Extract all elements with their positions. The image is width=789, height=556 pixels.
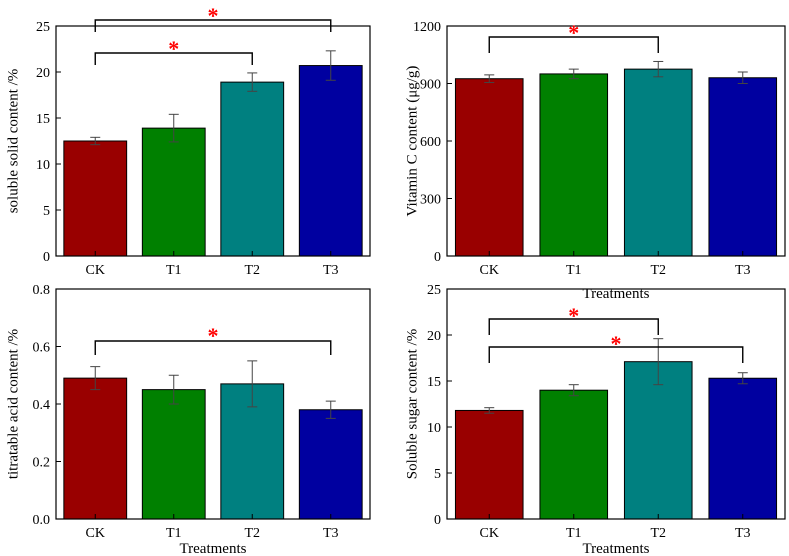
error-bar-t2	[247, 72, 258, 92]
x-axis-title: Treatments	[583, 541, 650, 556]
error-bar-ck	[90, 136, 101, 146]
y-tick-label: 0	[434, 513, 441, 528]
y-tick-label: 900	[420, 78, 441, 93]
x-tick-label: T1	[166, 526, 182, 541]
significance-star: *	[208, 3, 219, 28]
x-tick-label: T2	[650, 526, 666, 541]
y-tick-label: 15	[427, 375, 441, 390]
bar-t3	[298, 65, 363, 257]
error-bar-t2	[247, 360, 258, 408]
error-bar-t1	[168, 374, 179, 405]
x-tick-label: CK	[480, 526, 499, 541]
x-tick-label: T3	[323, 526, 339, 541]
bar-t3	[708, 377, 778, 520]
y-tick-label: 25	[427, 283, 441, 298]
significance-star: *	[208, 323, 219, 348]
error-bar-t3	[325, 50, 336, 81]
bar-ck	[454, 409, 524, 520]
x-tick-label: CK	[480, 263, 499, 278]
significance-bracket	[94, 52, 253, 65]
x-tick-label: T3	[323, 263, 339, 278]
x-tick-label: T1	[566, 263, 582, 278]
y-tick-label: 0.4	[33, 398, 51, 413]
significance-star: *	[568, 303, 579, 328]
x-tick-label: CK	[86, 263, 105, 278]
x-tick-label: T1	[566, 526, 582, 541]
error-bar-ck	[90, 366, 101, 391]
bar-ck	[63, 377, 128, 520]
y-tick-label: 15	[36, 112, 50, 127]
y-axis-title: soluble solid content /%	[5, 69, 21, 214]
y-tick-label: 0	[43, 250, 50, 265]
chart-panel-d: 0 5 10 15 20 25 CK T1 T2 T3 Soluble sugar content …	[404, 283, 786, 556]
error-bar-ck	[484, 407, 495, 414]
y-tick-label: 20	[427, 329, 441, 344]
significance-bracket	[488, 36, 659, 53]
y-tick-label: 0	[434, 250, 441, 265]
significance-star: *	[568, 20, 579, 45]
x-tick-label: T3	[735, 526, 751, 541]
error-bar-t1	[168, 113, 179, 143]
error-bar-t3	[325, 400, 336, 419]
y-axis-title: Vitamin C content (μg/g)	[404, 66, 420, 217]
y-tick-label: 1200	[413, 20, 441, 35]
y-tick-label: 300	[420, 193, 441, 208]
bar-t1	[141, 389, 206, 520]
y-axis-title: Soluble sugar content /%	[404, 329, 420, 479]
chart-panel-c: 0.0 0.2 0.4 0.6 0.8 CK T1 T2 T3 titratable acid c…	[5, 283, 371, 556]
bar-t1	[539, 73, 609, 257]
significance-bracket	[488, 346, 744, 363]
bar-t3	[708, 77, 778, 257]
y-tick-label: 600	[420, 135, 441, 150]
bar-t2	[623, 361, 693, 520]
plot-frame	[55, 25, 371, 257]
error-bar-t3	[737, 372, 748, 385]
bar-t2	[623, 68, 693, 257]
bar-ck	[454, 78, 524, 257]
y-tick-label: 5	[434, 467, 441, 482]
x-tick-label: T3	[735, 263, 751, 278]
chart-panel-a: 0 5 10 15 20 25 CK T1 T2 T3 soluble solid content …	[5, 3, 371, 278]
chart-panel-b: 0 300 600 900 1200 CK T1 T2 T3 Vitamin C content …	[404, 20, 786, 302]
error-bar-ck	[484, 74, 495, 84]
bar-t1	[141, 127, 206, 257]
y-tick-label: 0.6	[33, 341, 51, 356]
bar-t2	[220, 81, 285, 257]
significance-bracket	[94, 340, 332, 355]
error-bar-t3	[737, 71, 748, 84]
significance-bracket	[488, 318, 659, 335]
y-tick-label: 10	[36, 158, 50, 173]
bar-t3	[298, 409, 363, 520]
significance-star: *	[611, 331, 622, 356]
y-tick-label: 0.2	[33, 456, 51, 471]
bar-t1	[539, 389, 609, 520]
error-bar-t1	[568, 68, 579, 80]
x-tick-label: T2	[244, 526, 260, 541]
y-tick-label: 0.0	[33, 513, 51, 528]
x-axis-title: Treatments	[583, 286, 650, 302]
bar-ck	[63, 140, 128, 257]
y-tick-label: 25	[36, 20, 50, 35]
y-tick-label: 5	[43, 204, 50, 219]
error-bar-t2	[653, 60, 664, 78]
y-tick-label: 20	[36, 66, 50, 81]
significance-bracket	[94, 19, 332, 32]
y-tick-label: 0.8	[33, 283, 51, 298]
plot-frame	[446, 288, 786, 520]
error-bar-t1	[568, 384, 579, 397]
x-axis-title: Treatments	[180, 541, 247, 556]
y-tick-label: 10	[427, 421, 441, 436]
y-axis-title: titratable acid content /%	[5, 329, 21, 479]
x-tick-label: T2	[244, 263, 260, 278]
x-tick-label: CK	[86, 526, 105, 541]
significance-star: *	[168, 36, 179, 61]
x-tick-label: T2	[650, 263, 666, 278]
x-tick-label: T1	[166, 263, 182, 278]
